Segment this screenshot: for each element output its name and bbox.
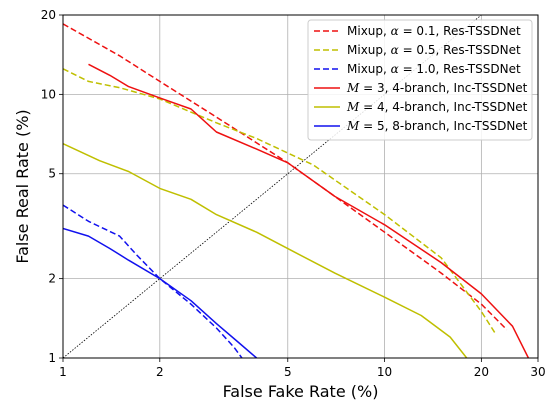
x-tick-label: 10 bbox=[377, 365, 392, 379]
legend-label-1: Mixup, α = 0.1, Res-TSSDNet bbox=[347, 24, 521, 38]
x-tick-label: 2 bbox=[156, 365, 164, 379]
legend-label-symbol: α bbox=[391, 43, 399, 57]
y-tick-label: 2 bbox=[48, 272, 56, 286]
series-line-5 bbox=[63, 143, 468, 358]
y-tick-label: 20 bbox=[41, 8, 56, 22]
legend-label-prefix: Mixup, bbox=[347, 43, 391, 57]
legend-label-3: Mixup, α = 1.0, Res-TSSDNet bbox=[347, 62, 521, 76]
legend-label-4: M = 3, 4-branch, Inc-TSSDNet bbox=[346, 81, 528, 95]
legend-label-suffix: = 0.5, Res-TSSDNet bbox=[399, 43, 521, 57]
y-tick-label: 10 bbox=[41, 87, 56, 101]
x-tick-label: 5 bbox=[284, 365, 292, 379]
x-tick-label: 1 bbox=[59, 365, 67, 379]
legend-label-2: Mixup, α = 0.5, Res-TSSDNet bbox=[347, 43, 521, 57]
legend-label-symbol: α bbox=[391, 62, 399, 76]
legend-label-prefix: Mixup, bbox=[347, 24, 391, 38]
ticks: 1 2 5 10 20 30 1 2 5 10 20 bbox=[41, 8, 546, 379]
legend-label-suffix: = 5, 8-branch, Inc-TSSDNet bbox=[359, 119, 527, 133]
legend-label-suffix: = 4, 4-branch, Inc-TSSDNet bbox=[359, 100, 527, 114]
legend-label-symbol: M bbox=[346, 119, 360, 133]
series-line-6 bbox=[63, 227, 258, 358]
legend-label-suffix: = 1.0, Res-TSSDNet bbox=[399, 62, 521, 76]
series-line-4 bbox=[88, 63, 530, 358]
x-tick-label: 20 bbox=[474, 365, 489, 379]
plot-frame bbox=[62, 14, 539, 359]
legend-label-5: M = 4, 4-branch, Inc-TSSDNet bbox=[346, 100, 528, 114]
legend-label-symbol: α bbox=[391, 24, 399, 38]
series-line-2 bbox=[63, 68, 496, 333]
series-line-3 bbox=[63, 204, 243, 358]
legend-label-symbol: M bbox=[346, 81, 360, 95]
legend-label-6: M = 5, 8-branch, Inc-TSSDNet bbox=[346, 119, 528, 133]
y-tick-label: 1 bbox=[48, 351, 56, 365]
x-axis-label: False Fake Rate (%) bbox=[223, 382, 379, 401]
legend-label-suffix: = 3, 4-branch, Inc-TSSDNet bbox=[359, 81, 527, 95]
x-tick-label: 30 bbox=[530, 365, 545, 379]
series-layer bbox=[63, 23, 530, 358]
legend-label-suffix: = 0.1, Res-TSSDNet bbox=[399, 24, 521, 38]
legend-box bbox=[307, 19, 533, 141]
legend-label-symbol: M bbox=[346, 100, 360, 114]
y-axis-label: False Real Rate (%) bbox=[13, 109, 32, 263]
legend-label-prefix: Mixup, bbox=[347, 62, 391, 76]
y-tick-label: 5 bbox=[48, 167, 56, 181]
